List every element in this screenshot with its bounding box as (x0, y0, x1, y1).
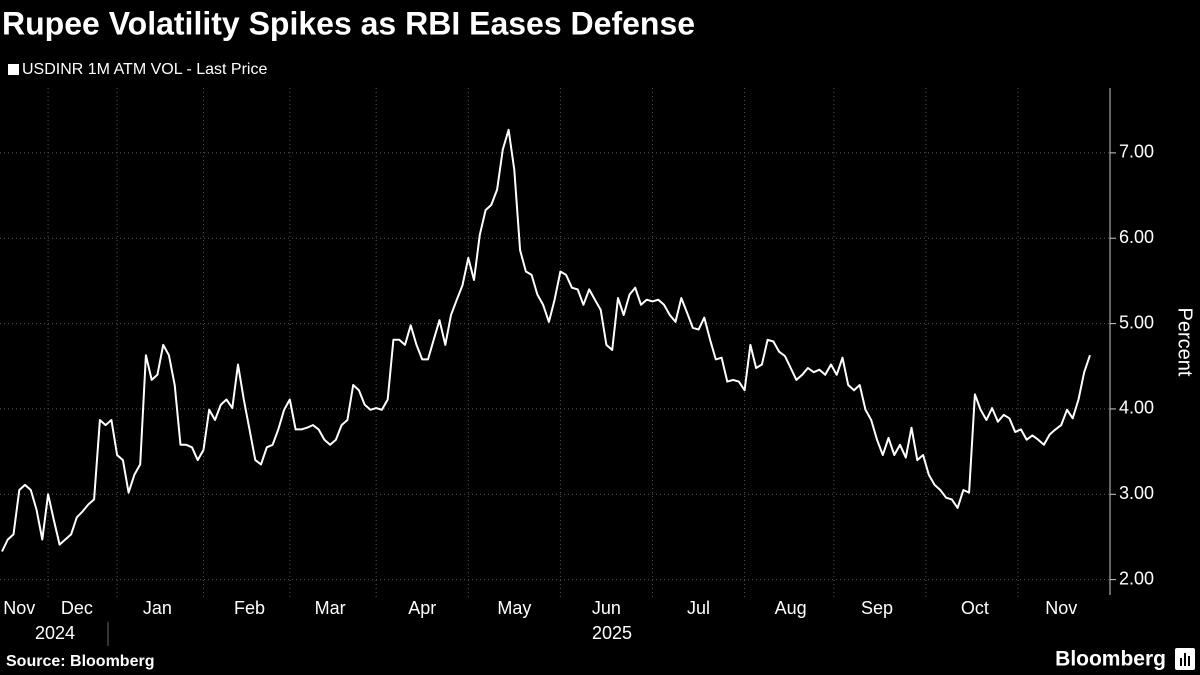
y-tick-label: 3.00 (1119, 483, 1154, 503)
year-label: 2025 (592, 623, 632, 643)
y-tick-label: 2.00 (1119, 568, 1154, 588)
x-tick-label: Nov (3, 598, 35, 618)
line (1, 128, 1091, 552)
x-tick-label: Mar (315, 598, 346, 618)
legend-label: USDINR 1M ATM VOL - Last Price (22, 61, 267, 78)
y-tick-label: 4.00 (1119, 398, 1154, 418)
brand-icon (1175, 648, 1195, 670)
brand: Bloomberg (1055, 648, 1166, 671)
x-tick-label: Nov (1045, 598, 1077, 618)
y-tick-label: 6.00 (1119, 227, 1154, 247)
source: Source: Bloomberg (6, 653, 154, 670)
x-tick-label: Jul (687, 598, 710, 618)
x-tick-label: May (497, 598, 531, 618)
x-tick-label: Feb (234, 598, 265, 618)
legend-swatch (8, 64, 19, 75)
chart-title: Rupee Volatility Spikes as RBI Eases Def… (2, 5, 695, 41)
y-tick-label: 5.00 (1119, 312, 1154, 332)
x-tick-label: Jun (592, 598, 621, 618)
x-tick-label: Apr (408, 598, 436, 618)
year-label: 2024 (35, 623, 75, 643)
x-tick-label: Sep (861, 598, 893, 618)
x-tick-label: Oct (961, 598, 989, 618)
y-tick-label: 7.00 (1119, 142, 1154, 162)
x-tick-label: Aug (775, 598, 807, 618)
y-axis-label: Percent (1174, 308, 1196, 377)
x-tick-label: Jan (143, 598, 172, 618)
x-tick-label: Dec (61, 598, 93, 618)
